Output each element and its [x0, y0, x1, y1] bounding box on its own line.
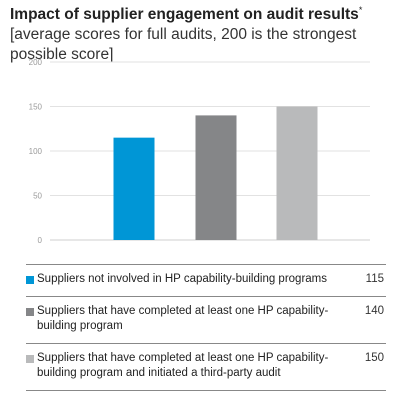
y-tick-label: 200: [29, 58, 43, 67]
legend-swatch-dark-gray: [26, 307, 34, 316]
legend-value: 150: [364, 351, 384, 364]
bar: [113, 137, 155, 240]
bar-chart: 0 50 100 150 200: [29, 58, 370, 245]
chart-subtitle: [average scores for full audits, 200 is …: [10, 26, 357, 63]
legend-swatch-light-gray: [26, 354, 34, 363]
legend-item: Suppliers that have completed at least o…: [26, 342, 386, 391]
bar: [195, 115, 237, 240]
y-tick-label: 100: [29, 147, 43, 156]
y-tick-label: 0: [38, 236, 43, 245]
chart-title: Impact of supplier engagement on audit r…: [10, 6, 359, 23]
y-tick-label: 150: [29, 103, 43, 112]
legend-label: Suppliers that have completed at least o…: [37, 304, 329, 333]
legend-item: Suppliers not involved in HP capability-…: [26, 264, 386, 296]
legend-item: Suppliers that have completed at least o…: [26, 295, 386, 343]
legend-label: Suppliers that have completed at least o…: [37, 351, 329, 380]
legend-label: Suppliers not involved in HP capability-…: [37, 273, 327, 285]
title-footnote-marker: *: [358, 4, 363, 15]
legend: Suppliers not involved in HP capability-…: [26, 264, 386, 391]
legend-swatch-blue: [26, 276, 34, 284]
bar: [276, 106, 318, 240]
legend-value: 140: [364, 304, 384, 317]
y-tick-label: 50: [33, 192, 42, 201]
legend-value: 115: [365, 273, 384, 285]
chart-title-block: Impact of supplier engagement on audit r…: [10, 5, 408, 65]
